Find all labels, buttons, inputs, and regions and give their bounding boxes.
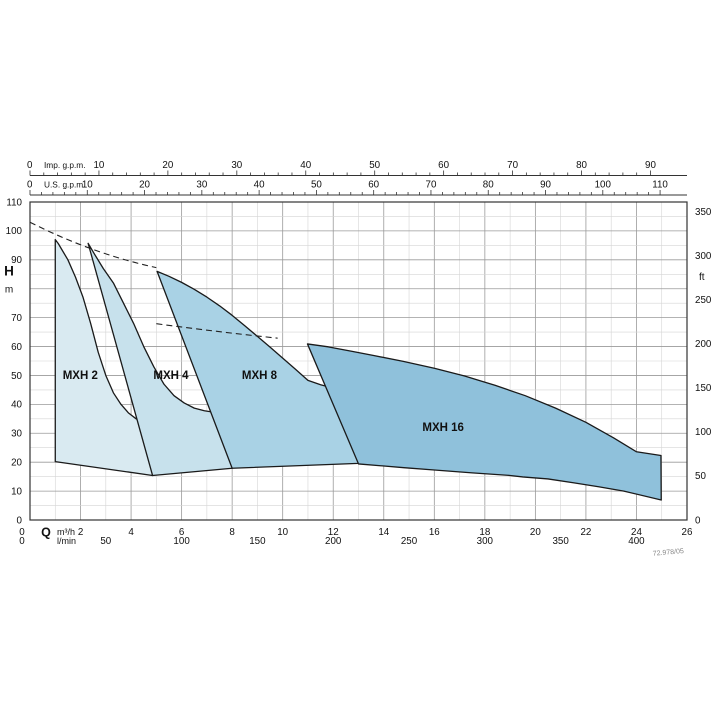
- svg-text:200: 200: [695, 339, 712, 350]
- svg-text:ft: ft: [699, 272, 705, 283]
- svg-text:MXH 8: MXH 8: [242, 370, 278, 382]
- svg-text:20: 20: [530, 527, 541, 538]
- svg-text:70: 70: [507, 160, 518, 171]
- svg-text:0: 0: [27, 160, 33, 171]
- svg-text:10: 10: [93, 160, 104, 171]
- svg-text:22: 22: [580, 527, 591, 538]
- svg-text:0: 0: [19, 536, 25, 547]
- svg-text:60: 60: [11, 342, 22, 353]
- svg-text:Imp. g.p.m.: Imp. g.p.m.: [44, 160, 86, 170]
- svg-text:250: 250: [695, 295, 712, 306]
- svg-text:200: 200: [325, 536, 342, 547]
- svg-text:4: 4: [128, 527, 134, 538]
- svg-text:20: 20: [139, 180, 150, 191]
- svg-text:H: H: [4, 263, 14, 278]
- svg-text:110: 110: [6, 197, 22, 208]
- svg-text:50: 50: [100, 536, 111, 547]
- svg-text:300: 300: [695, 251, 712, 262]
- svg-text:50: 50: [11, 371, 22, 382]
- svg-text:0: 0: [17, 515, 23, 526]
- svg-text:300: 300: [477, 536, 494, 547]
- svg-text:100: 100: [173, 536, 190, 547]
- svg-text:m: m: [5, 285, 13, 296]
- svg-text:50: 50: [311, 180, 322, 191]
- svg-text:100: 100: [695, 427, 712, 438]
- svg-text:0: 0: [27, 180, 33, 191]
- svg-text:100: 100: [6, 226, 23, 237]
- svg-text:60: 60: [368, 180, 379, 191]
- svg-text:40: 40: [254, 180, 265, 191]
- svg-text:150: 150: [249, 536, 266, 547]
- svg-text:0: 0: [695, 515, 701, 526]
- svg-text:30: 30: [11, 429, 22, 440]
- svg-text:10: 10: [277, 527, 288, 538]
- svg-text:40: 40: [300, 160, 311, 171]
- svg-text:20: 20: [162, 160, 173, 171]
- svg-text:90: 90: [540, 180, 551, 191]
- svg-text:U.S. g.p.m.: U.S. g.p.m.: [44, 180, 86, 190]
- svg-text:110: 110: [652, 180, 668, 191]
- svg-text:26: 26: [682, 527, 693, 538]
- svg-text:80: 80: [576, 160, 587, 171]
- svg-text:Q: Q: [41, 526, 51, 540]
- svg-text:150: 150: [695, 383, 712, 394]
- svg-text:MXH 4: MXH 4: [153, 370, 189, 382]
- svg-text:30: 30: [196, 180, 207, 191]
- svg-text:70: 70: [426, 180, 437, 191]
- svg-text:90: 90: [645, 160, 656, 171]
- svg-text:350: 350: [695, 207, 712, 218]
- svg-text:70: 70: [11, 313, 22, 324]
- svg-text:20: 20: [11, 457, 22, 468]
- svg-text:400: 400: [628, 536, 645, 547]
- svg-text:40: 40: [11, 400, 22, 411]
- svg-text:10: 10: [11, 486, 22, 497]
- svg-text:8: 8: [229, 527, 235, 538]
- svg-text:MXH 2: MXH 2: [63, 370, 98, 382]
- svg-text:16: 16: [429, 527, 440, 538]
- svg-text:50: 50: [695, 471, 706, 482]
- svg-text:30: 30: [231, 160, 242, 171]
- svg-text:250: 250: [401, 536, 418, 547]
- svg-text:14: 14: [378, 527, 389, 538]
- svg-text:100: 100: [595, 180, 612, 191]
- svg-text:MXH 16: MXH 16: [422, 422, 464, 434]
- svg-text:80: 80: [483, 180, 494, 191]
- svg-text:50: 50: [369, 160, 380, 171]
- svg-text:2: 2: [78, 527, 83, 538]
- svg-text:350: 350: [552, 536, 569, 547]
- svg-text:60: 60: [438, 160, 449, 171]
- svg-text:l/min: l/min: [57, 536, 76, 546]
